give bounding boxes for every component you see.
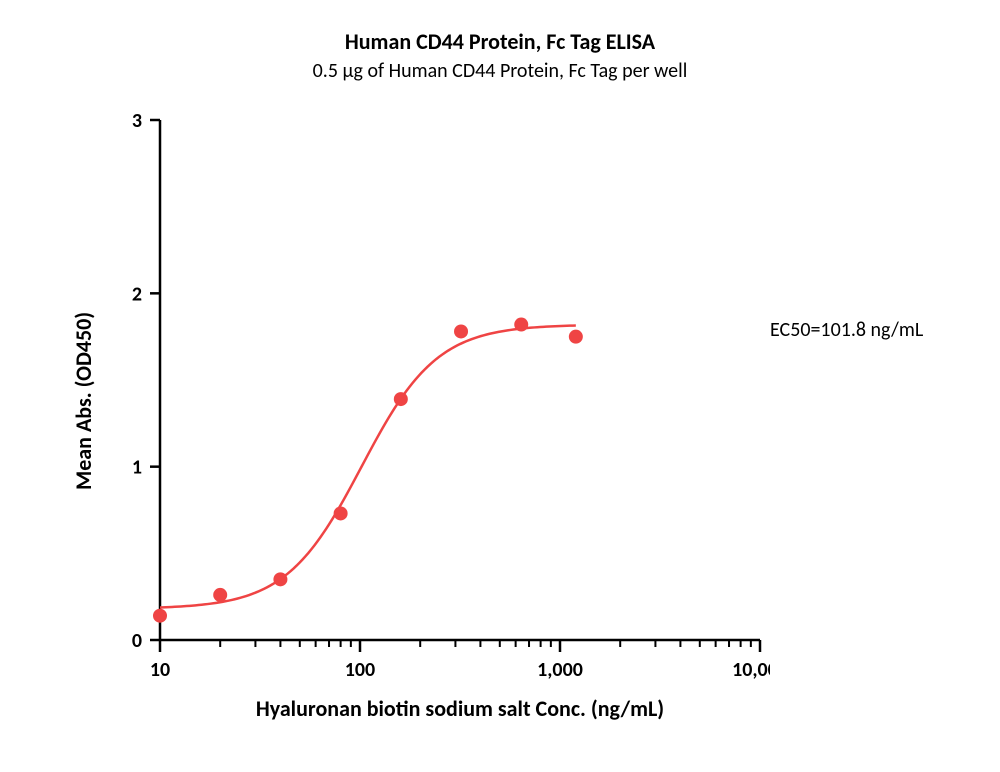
chart-title-main: Human CD44 Protein, Fc Tag ELISA [0, 28, 1000, 55]
x-axis-label: Hyaluronan biotin sodium salt Conc. (ng/… [160, 695, 760, 722]
data-point [213, 588, 227, 602]
chart-area: 0123101001,00010,000 [160, 120, 760, 640]
data-point [514, 318, 528, 332]
data-point [569, 330, 583, 344]
chart-title-sub: 0.5 μg of Human CD44 Protein, Fc Tag per… [0, 59, 1000, 83]
svg-text:100: 100 [345, 658, 375, 682]
y-axis-label: Mean Abs. (OD450) [70, 312, 97, 490]
data-point [273, 572, 287, 586]
svg-text:10,000: 10,000 [732, 658, 770, 682]
data-point [394, 392, 408, 406]
svg-text:2: 2 [132, 282, 142, 306]
svg-text:1: 1 [132, 456, 142, 480]
data-point [454, 324, 468, 338]
svg-text:10: 10 [150, 658, 170, 682]
data-point [334, 506, 348, 520]
svg-text:0: 0 [132, 629, 142, 653]
plot-svg: 0 1 2 3 10 100 1,000 10,000 [100, 110, 770, 690]
data-point [153, 609, 167, 623]
svg-text:1,000: 1,000 [537, 658, 583, 682]
svg-text:3: 3 [132, 110, 142, 133]
fit-curve [160, 326, 576, 608]
page-root: Human CD44 Protein, Fc Tag ELISA 0.5 μg … [0, 0, 1000, 772]
chart-titles: Human CD44 Protein, Fc Tag ELISA 0.5 μg … [0, 28, 1000, 83]
ec50-annotation: EC50=101.8 ng/mL [770, 318, 923, 342]
